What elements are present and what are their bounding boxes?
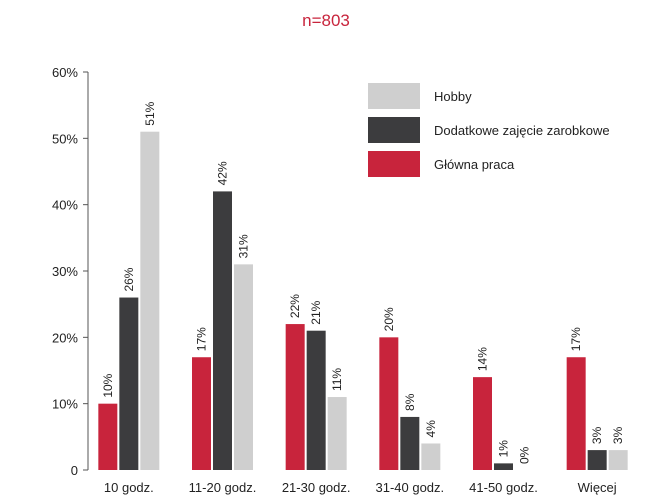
data-label: 21%	[309, 300, 323, 324]
data-label: 10%	[101, 373, 115, 397]
bar	[421, 443, 441, 470]
data-label: 26%	[122, 267, 136, 291]
data-label: 3%	[590, 426, 604, 444]
bar	[587, 450, 607, 470]
data-label: 0%	[518, 446, 532, 464]
bar	[566, 357, 586, 470]
data-label: 3%	[611, 426, 625, 444]
data-label: 20%	[382, 307, 396, 331]
data-label: 31%	[237, 234, 251, 258]
legend-label: Hobby	[434, 89, 472, 104]
bar	[98, 403, 118, 470]
x-tick-label: Więcej	[578, 480, 617, 495]
data-label: 4%	[424, 420, 438, 438]
chart-subtitle: n=803	[302, 11, 350, 30]
bar	[192, 357, 211, 470]
bar	[119, 297, 139, 470]
data-label: 14%	[476, 347, 490, 371]
x-tick-label: 41-50 godz.	[469, 480, 538, 495]
x-tick-label: 31-40 godz.	[375, 480, 444, 495]
bar	[306, 330, 326, 470]
data-label: 42%	[216, 161, 230, 185]
legend-swatch	[368, 83, 420, 109]
data-label: 11%	[330, 368, 344, 391]
legend-swatch	[368, 151, 420, 177]
data-label: 17%	[195, 327, 209, 351]
data-label: 8%	[403, 393, 417, 411]
legend: Hobby Dodatkowe zajęcie zarobkowe Główna p…	[368, 83, 610, 177]
bar	[234, 264, 253, 470]
bar	[140, 131, 160, 470]
bar	[213, 191, 232, 470]
y-tick-label: 20%	[52, 330, 78, 345]
y-tick-label: 0	[71, 463, 78, 478]
bar	[379, 337, 399, 470]
data-label: 22%	[288, 294, 302, 318]
legend-label: Dodatkowe zajęcie zarobkowe	[434, 123, 610, 138]
y-tick-label: 50%	[52, 131, 78, 146]
bar	[494, 463, 513, 470]
data-label: 51%	[143, 101, 157, 125]
x-tick-label: 11-20 godz.	[189, 480, 257, 495]
legend-swatch	[368, 117, 420, 143]
bar	[473, 377, 492, 470]
axes: 0 10% 20% 30% 40% 50% 60% 10 godz. 11-20 godz. 21…	[52, 65, 617, 495]
data-label: 1%	[497, 440, 511, 458]
x-tick-label: 21-30 godz.	[282, 480, 351, 495]
bar	[285, 324, 305, 470]
bar	[400, 416, 420, 470]
bar	[327, 397, 347, 470]
bar	[608, 450, 628, 470]
bars: 10% 26% 51% 17% 42% 31% 22% 21% 11% 20% 8% 4% 14% 1% 0…	[98, 101, 628, 470]
y-tick-label: 60%	[52, 65, 78, 80]
y-tick-label: 40%	[52, 198, 78, 213]
x-tick-label: 10 godz.	[104, 480, 154, 495]
y-tick-label: 10%	[52, 397, 78, 412]
y-tick-label: 30%	[52, 264, 78, 279]
legend-label: Główna praca	[434, 157, 515, 172]
data-label: 17%	[569, 327, 583, 351]
